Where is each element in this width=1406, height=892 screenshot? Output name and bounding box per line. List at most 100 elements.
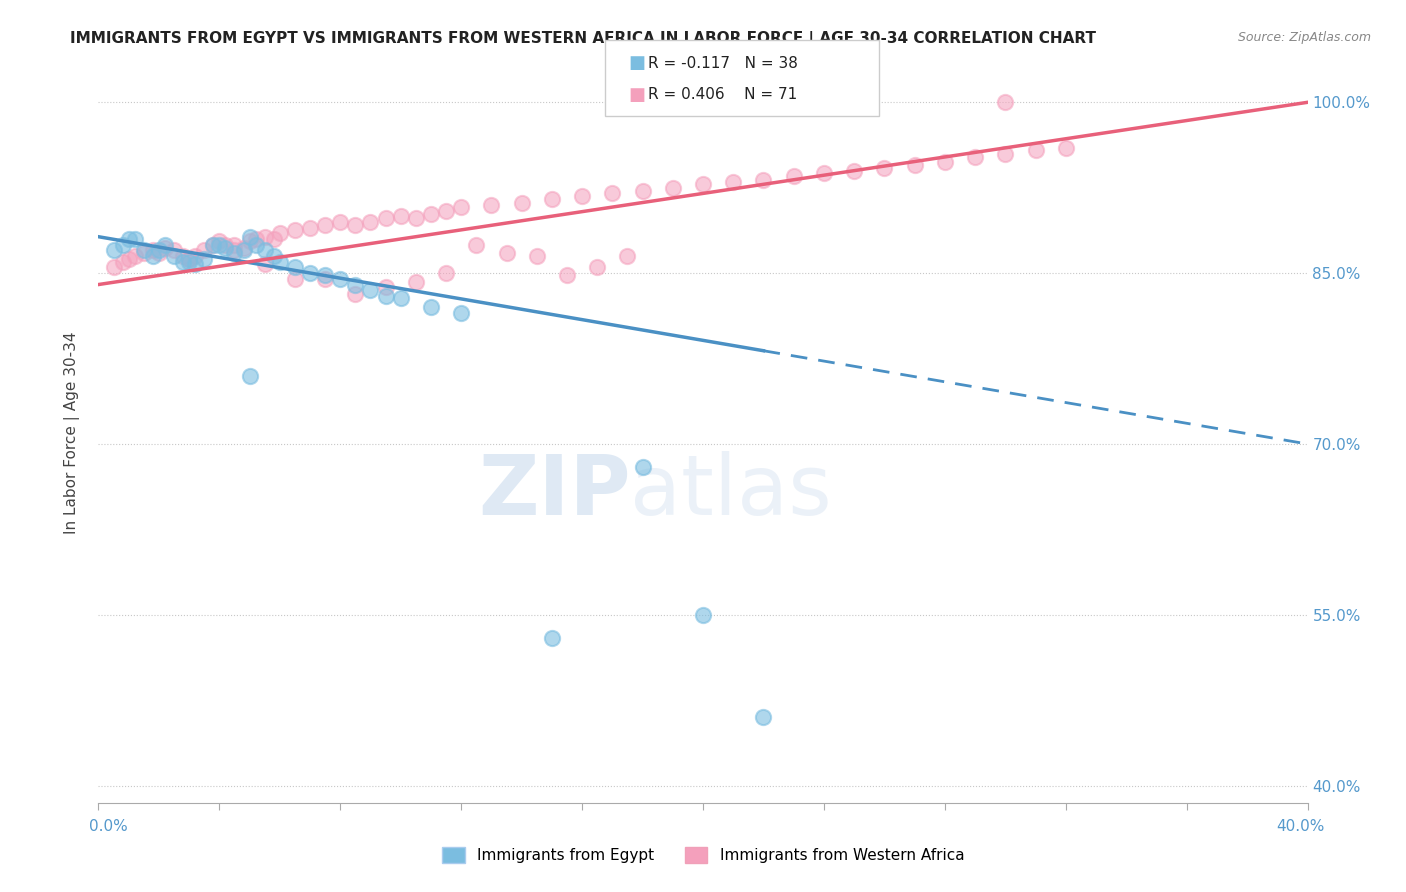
Point	[752, 173, 775, 187]
Point	[179, 252, 201, 267]
Point	[193, 252, 215, 267]
Point	[299, 220, 322, 235]
Point	[269, 254, 291, 268]
Point	[374, 289, 396, 303]
Point	[314, 272, 336, 286]
Point	[510, 195, 533, 210]
Point	[616, 249, 638, 263]
Text: ZIP: ZIP	[478, 451, 630, 533]
Point	[873, 161, 896, 176]
Point	[179, 252, 201, 267]
Point	[208, 237, 231, 252]
Point	[239, 368, 262, 383]
Point	[904, 158, 927, 172]
Point	[142, 244, 165, 258]
Point	[420, 301, 443, 315]
Point	[284, 223, 307, 237]
Point	[184, 249, 207, 263]
Point	[148, 245, 170, 260]
Point	[783, 169, 806, 184]
Text: 0.0%: 0.0%	[89, 820, 128, 834]
Point	[844, 163, 866, 178]
Point	[263, 249, 285, 263]
Point	[118, 252, 141, 267]
Text: R = 0.406    N = 71: R = 0.406 N = 71	[648, 87, 797, 103]
Point	[495, 245, 517, 260]
Point	[253, 244, 276, 258]
Point	[1054, 141, 1077, 155]
Point	[118, 232, 141, 246]
Point	[586, 260, 609, 275]
Point	[239, 229, 262, 244]
Point	[344, 286, 367, 301]
Point	[389, 209, 412, 223]
Point	[420, 207, 443, 221]
Point	[360, 283, 382, 297]
Point	[224, 245, 246, 260]
Point	[232, 241, 254, 255]
Point	[344, 277, 367, 292]
Point	[172, 254, 194, 268]
Point	[965, 150, 987, 164]
Point	[314, 219, 336, 233]
Point	[224, 237, 246, 252]
Text: R = -0.117   N = 38: R = -0.117 N = 38	[648, 56, 799, 70]
Point	[450, 306, 472, 320]
Point	[344, 219, 367, 233]
Point	[405, 275, 427, 289]
Point	[269, 227, 291, 241]
Point	[214, 237, 236, 252]
Point	[994, 95, 1017, 110]
Point	[239, 234, 262, 248]
Text: atlas: atlas	[630, 451, 832, 533]
Text: Source: ZipAtlas.com: Source: ZipAtlas.com	[1237, 31, 1371, 45]
Point	[526, 249, 548, 263]
Point	[253, 257, 276, 271]
Point	[631, 184, 654, 198]
Text: IMMIGRANTS FROM EGYPT VS IMMIGRANTS FROM WESTERN AFRICA IN LABOR FORCE | AGE 30-: IMMIGRANTS FROM EGYPT VS IMMIGRANTS FROM…	[70, 31, 1097, 47]
Point	[232, 244, 254, 258]
Point	[450, 200, 472, 214]
Point	[111, 254, 134, 268]
Point	[148, 244, 170, 258]
Point	[224, 244, 246, 258]
Point	[208, 234, 231, 248]
Point	[153, 237, 176, 252]
Point	[934, 154, 956, 169]
Point	[263, 232, 285, 246]
Point	[103, 260, 125, 275]
Point	[299, 266, 322, 280]
Point	[434, 203, 457, 218]
Point	[193, 244, 215, 258]
Point	[1024, 143, 1046, 157]
Y-axis label: In Labor Force | Age 30-34: In Labor Force | Age 30-34	[63, 331, 80, 534]
Point	[540, 192, 562, 206]
Point	[132, 244, 155, 258]
Point	[555, 268, 578, 283]
Point	[692, 178, 714, 192]
Point	[329, 272, 352, 286]
Point	[360, 215, 382, 229]
Point	[434, 266, 457, 280]
Point	[124, 232, 146, 246]
Point	[374, 280, 396, 294]
Point	[172, 249, 194, 263]
Point	[214, 241, 236, 255]
Point	[284, 260, 307, 275]
Point	[245, 232, 267, 246]
Point	[374, 211, 396, 226]
Point	[132, 245, 155, 260]
Point	[994, 146, 1017, 161]
Point	[571, 188, 593, 202]
Point	[202, 237, 225, 252]
Point	[389, 291, 412, 305]
Point	[202, 237, 225, 252]
Text: ■: ■	[628, 54, 645, 72]
Point	[103, 244, 125, 258]
Point	[540, 631, 562, 645]
Point	[111, 237, 134, 252]
Point	[723, 175, 745, 189]
Point	[284, 272, 307, 286]
Text: ■: ■	[628, 86, 645, 103]
Text: 40.0%: 40.0%	[1277, 820, 1324, 834]
